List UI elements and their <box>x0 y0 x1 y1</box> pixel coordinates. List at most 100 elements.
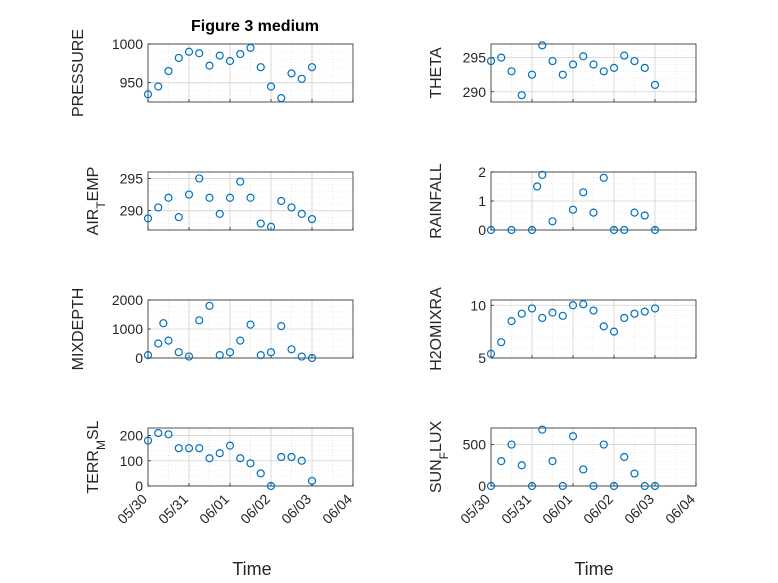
data-point <box>246 193 255 202</box>
data-point <box>246 43 255 52</box>
data-point <box>599 67 608 76</box>
figure-title: Figure 3 medium <box>191 18 319 35</box>
data-point <box>620 51 629 60</box>
data-point <box>174 53 183 63</box>
subplot-h2omixra: 5 10 H2OMIXRA <box>428 287 697 371</box>
data-point <box>154 82 163 91</box>
data-point <box>143 90 153 99</box>
data-point <box>205 301 214 310</box>
data-point <box>174 213 183 222</box>
data-point <box>256 351 265 360</box>
data-point <box>164 430 173 439</box>
data-point <box>630 56 639 66</box>
x-tick-label: 06/02 <box>580 491 616 527</box>
data-point <box>184 190 194 199</box>
y-axis-label: TERRMSL <box>85 420 108 493</box>
data-point <box>164 66 173 76</box>
data-point <box>538 313 547 323</box>
data-point <box>630 208 639 217</box>
y-tick-label: 500 <box>463 437 487 453</box>
y-tick-label: 950 <box>120 75 144 91</box>
data-point <box>277 196 286 206</box>
data-point <box>650 481 660 491</box>
data-point <box>195 316 204 325</box>
data-point <box>640 211 649 220</box>
data-point <box>277 452 286 462</box>
data-point <box>538 41 547 50</box>
data-point <box>486 349 496 358</box>
data-point <box>568 301 578 310</box>
data-point <box>154 203 163 212</box>
data-point <box>277 94 286 103</box>
data-point <box>215 351 224 360</box>
data-point <box>236 49 245 59</box>
y-tick-label: 0 <box>135 478 143 494</box>
y-tick-label: 2000 <box>112 292 143 308</box>
data-point <box>579 465 588 474</box>
data-point <box>650 304 660 313</box>
data-point <box>589 481 598 491</box>
data-point <box>236 454 245 463</box>
y-tick-label: 0 <box>478 478 486 494</box>
x-axis-label-right: Time <box>574 559 613 579</box>
data-point <box>256 469 265 478</box>
data-point <box>599 173 608 182</box>
data-point <box>225 441 235 450</box>
axes-box <box>490 43 697 103</box>
data-point <box>225 56 235 66</box>
data-point <box>154 339 163 348</box>
data-point <box>164 193 173 202</box>
data-point <box>195 174 204 183</box>
y-axis-label: MIXDEPTH <box>70 288 87 371</box>
data-point <box>548 217 557 226</box>
y-tick-label: 10 <box>470 297 486 313</box>
axes-box <box>490 427 697 487</box>
data-point <box>215 209 224 218</box>
x-tick-label: 06/04 <box>662 491 698 527</box>
data-point <box>174 444 183 453</box>
data-point <box>174 348 183 357</box>
data-point <box>297 456 306 465</box>
data-point <box>548 457 557 466</box>
x-tick-label: 06/04 <box>319 491 355 527</box>
data-point <box>184 47 194 56</box>
data-point <box>246 320 255 329</box>
data-point <box>640 63 649 72</box>
y-tick-label: 0 <box>478 222 486 238</box>
data-point <box>609 327 619 336</box>
data-point <box>143 351 153 360</box>
data-point <box>225 348 235 357</box>
data-point <box>538 425 547 434</box>
plot-area <box>491 300 696 358</box>
y-tick-label: 1000 <box>112 321 143 337</box>
subplot-pressure: 950 1000 PRESSURE <box>70 29 354 117</box>
data-point <box>246 459 255 468</box>
data-point <box>568 60 578 69</box>
data-point <box>589 208 598 217</box>
data-point <box>548 308 557 317</box>
data-point <box>579 52 588 61</box>
subplot-sun-flux: 0 500 05/30 05/31 06/01 06/02 06/03 06/04 SUNFLU… <box>428 421 698 527</box>
data-point <box>287 345 296 354</box>
y-tick-label: 5 <box>478 350 486 366</box>
data-point <box>215 51 224 60</box>
data-point <box>620 225 629 235</box>
data-point <box>236 336 245 345</box>
y-tick-label: 290 <box>463 84 487 100</box>
data-point <box>517 91 526 100</box>
axes-box <box>147 171 354 231</box>
x-tick-label: 06/01 <box>196 491 232 527</box>
data-point <box>256 219 265 228</box>
data-point <box>266 481 276 491</box>
data-point <box>297 209 306 218</box>
data-point <box>205 61 214 70</box>
data-point <box>497 338 506 347</box>
data-point <box>507 316 516 326</box>
data-point <box>143 214 153 223</box>
x-tick-label: 06/03 <box>621 491 657 527</box>
data-point <box>266 82 276 91</box>
y-axis-label: PRESSURE <box>70 29 87 117</box>
data-point <box>558 481 567 491</box>
data-point <box>497 53 506 62</box>
data-point <box>538 170 547 179</box>
